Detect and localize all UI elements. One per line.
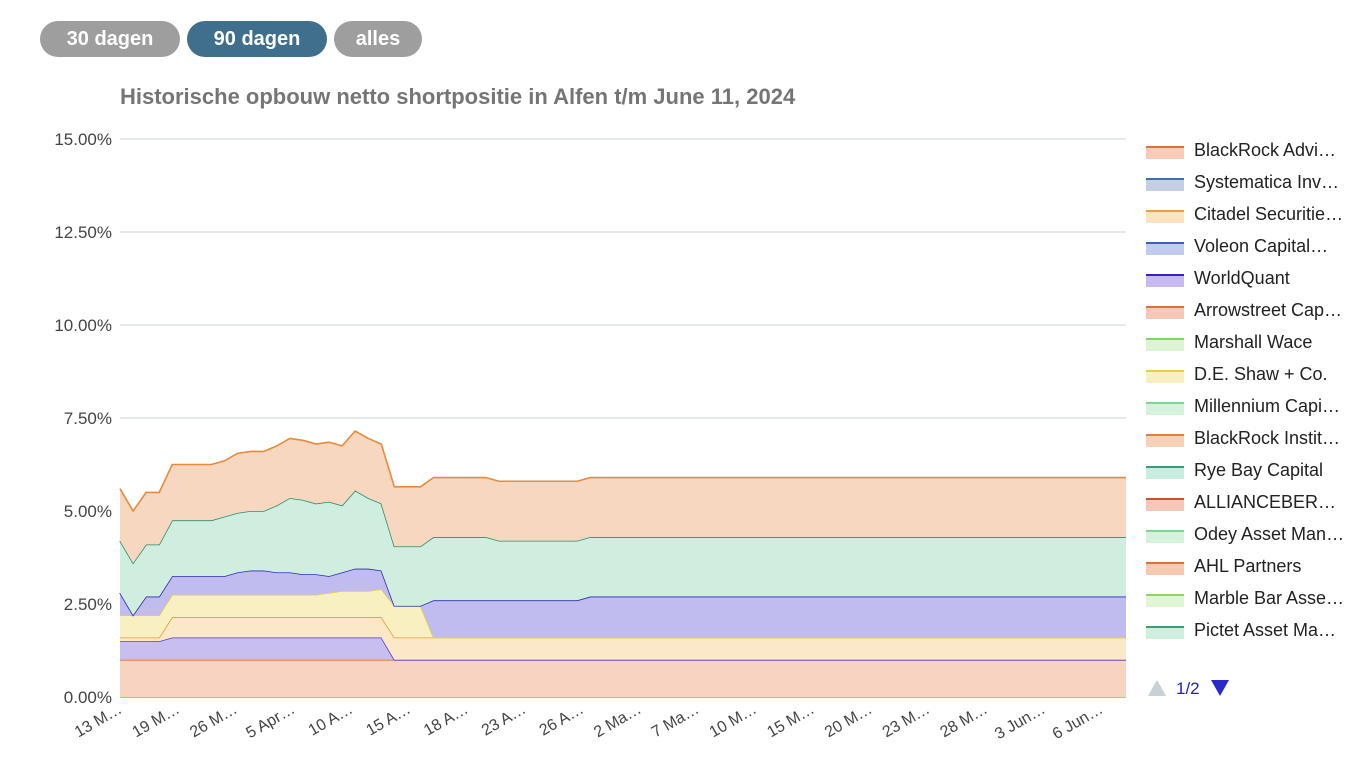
legend-swatch xyxy=(1146,499,1184,511)
x-tick-label: 2 Ma… xyxy=(591,701,644,742)
legend-label: ALLIANCEBER… xyxy=(1194,492,1336,512)
legend-label: BlackRock Instit… xyxy=(1194,428,1340,448)
x-tick-label: 5 Apr… xyxy=(243,701,298,742)
legend-swatch xyxy=(1146,627,1184,639)
x-tick-label: 26 A… xyxy=(537,701,587,740)
legend-label: D.E. Shaw + Co. xyxy=(1194,364,1328,384)
legend-item[interactable]: Voleon Capital… xyxy=(1146,236,1328,256)
legend-swatch xyxy=(1146,563,1184,575)
legend-swatch xyxy=(1146,243,1184,255)
area-series-fill xyxy=(120,659,1126,697)
range-all-button[interactable]: alles xyxy=(334,21,422,57)
range-90-days-button[interactable]: 90 dagen xyxy=(187,21,327,57)
legend-item[interactable]: Millennium Capi… xyxy=(1146,396,1340,416)
x-tick-label: 23 M… xyxy=(880,701,933,742)
legend-label: Systematica Inv… xyxy=(1194,172,1339,192)
legend-item[interactable]: AHL Partners xyxy=(1146,556,1301,576)
legend-swatch xyxy=(1146,371,1184,383)
x-tick-label: 19 M… xyxy=(130,701,183,742)
legend-item[interactable]: Odey Asset Man… xyxy=(1146,524,1344,544)
legend-item[interactable]: BlackRock Instit… xyxy=(1146,428,1340,448)
x-tick-label: 10 A… xyxy=(306,701,356,740)
area-series-fill xyxy=(120,617,1126,660)
legend-label: Millennium Capi… xyxy=(1194,396,1340,416)
legend-label: Rye Bay Capital xyxy=(1194,460,1323,480)
legend-label: Marshall Wace xyxy=(1194,332,1312,352)
legend-item[interactable]: Pictet Asset Ma… xyxy=(1146,620,1336,640)
legend-swatch xyxy=(1146,467,1184,479)
x-tick-label: 18 A… xyxy=(421,701,471,740)
x-tick-label: 6 Jun… xyxy=(1050,701,1106,743)
y-tick-label: 5.00% xyxy=(64,502,112,521)
legend-swatch xyxy=(1146,307,1184,319)
chart-title: Historische opbouw netto shortpositie in… xyxy=(120,84,796,109)
legend-swatch xyxy=(1146,595,1184,607)
legend-item[interactable]: Marshall Wace xyxy=(1146,332,1312,352)
legend-label: Odey Asset Man… xyxy=(1194,524,1344,544)
legend-item[interactable]: Marble Bar Asse… xyxy=(1146,588,1344,608)
area-series-fill xyxy=(120,589,1126,638)
area-series-fill xyxy=(120,637,1126,660)
legend-label: Marble Bar Asse… xyxy=(1194,588,1344,608)
legend-item[interactable]: Arrowstreet Cap… xyxy=(1146,300,1342,320)
y-tick-label: 10.00% xyxy=(54,316,112,335)
area-series-line xyxy=(119,430,1126,513)
legend-pager: 1/2 xyxy=(1148,679,1229,698)
legend-swatch xyxy=(1146,403,1184,415)
legend-item[interactable]: Citadel Securitie… xyxy=(1146,204,1343,224)
y-tick-label: 2.50% xyxy=(64,595,112,614)
legend: BlackRock Advi… Systematica Inv… Citadel S… xyxy=(1146,140,1344,640)
legend-swatch xyxy=(1146,435,1184,447)
y-axis: 0.00% 2.50% 5.00% 7.50% 10.00% 12.50% 15.00% xyxy=(54,130,112,707)
x-axis: 13 M… 19 M… 26 M… 5 Apr… 10 A… 15 A… 18 A… 23 A… xyxy=(72,701,1106,743)
legend-label: AHL Partners xyxy=(1194,556,1301,576)
legend-swatch xyxy=(1146,147,1184,159)
y-tick-label: 12.50% xyxy=(54,223,112,242)
legend-label: WorldQuant xyxy=(1194,268,1290,288)
legend-label: BlackRock Advi… xyxy=(1194,140,1336,160)
area-series-fill xyxy=(120,490,1126,616)
x-tick-label: 3 Jun… xyxy=(992,701,1048,743)
x-tick-label: 26 M… xyxy=(187,701,240,742)
x-tick-label: 7 Ma… xyxy=(649,701,702,742)
legend-label: Arrowstreet Cap… xyxy=(1194,300,1342,320)
legend-item[interactable]: WorldQuant xyxy=(1146,268,1290,288)
legend-label: Citadel Securitie… xyxy=(1194,204,1343,224)
legend-item[interactable]: Rye Bay Capital xyxy=(1146,460,1323,480)
legend-label: Voleon Capital… xyxy=(1194,236,1328,256)
legend-page-up-icon[interactable] xyxy=(1148,680,1166,696)
range-30-days-button[interactable]: 30 dagen xyxy=(40,21,180,57)
legend-swatch xyxy=(1146,211,1184,223)
legend-item[interactable]: BlackRock Advi… xyxy=(1146,140,1336,160)
legend-page-down-icon[interactable] xyxy=(1211,680,1229,696)
legend-swatch xyxy=(1146,179,1184,191)
y-tick-label: 7.50% xyxy=(64,409,112,428)
x-tick-label: 23 A… xyxy=(479,701,529,740)
legend-label: Pictet Asset Ma… xyxy=(1194,620,1336,640)
y-tick-label: 15.00% xyxy=(54,130,112,149)
area-series xyxy=(119,430,1126,698)
legend-swatch xyxy=(1146,531,1184,543)
x-tick-label: 15 M… xyxy=(764,701,817,742)
x-tick-label: 20 M… xyxy=(822,701,875,742)
area-series-fill xyxy=(120,431,1126,564)
x-tick-label: 28 M… xyxy=(937,701,990,742)
legend-swatch xyxy=(1146,339,1184,351)
x-tick-label: 10 M… xyxy=(707,701,760,742)
area-series-fill xyxy=(120,568,1126,638)
legend-item[interactable]: Systematica Inv… xyxy=(1146,172,1339,192)
y-tick-label: 0.00% xyxy=(64,688,112,707)
legend-item[interactable]: ALLIANCEBER… xyxy=(1146,492,1336,512)
legend-item[interactable]: D.E. Shaw + Co. xyxy=(1146,364,1328,384)
x-tick-label: 15 A… xyxy=(363,701,413,740)
legend-page-indicator: 1/2 xyxy=(1176,679,1200,698)
legend-swatch xyxy=(1146,275,1184,287)
